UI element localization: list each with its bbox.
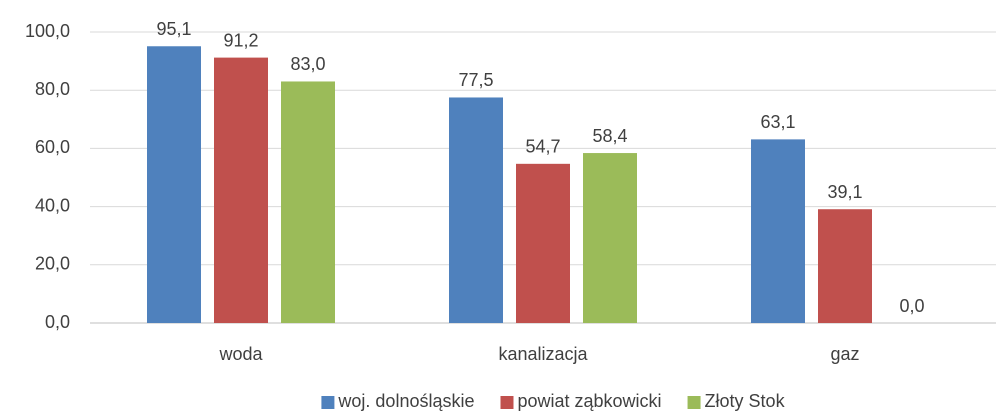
value-label: 39,1 bbox=[827, 182, 862, 202]
value-label: 83,0 bbox=[290, 54, 325, 74]
bar bbox=[449, 97, 503, 323]
bar bbox=[147, 46, 201, 323]
bar bbox=[583, 153, 637, 323]
value-label: 63,1 bbox=[760, 112, 795, 132]
legend-swatch bbox=[687, 396, 701, 409]
bar bbox=[516, 163, 570, 323]
y-tick-label: 80,0 bbox=[35, 79, 70, 99]
y-tick-label: 60,0 bbox=[35, 137, 70, 157]
legend-swatch bbox=[321, 396, 335, 409]
value-label: 91,2 bbox=[223, 30, 258, 50]
y-tick-label: 0,0 bbox=[45, 312, 70, 332]
legend-label: powiat ząbkowicki bbox=[517, 391, 661, 411]
legend-swatch bbox=[500, 396, 514, 409]
y-tick-label: 40,0 bbox=[35, 195, 70, 215]
value-label: 95,1 bbox=[156, 19, 191, 39]
y-tick-label: 100,0 bbox=[25, 21, 70, 41]
x-tick-label: woda bbox=[218, 344, 263, 364]
value-label: 0,0 bbox=[899, 296, 924, 316]
x-tick-label: gaz bbox=[830, 344, 859, 364]
bar bbox=[281, 81, 335, 323]
y-tick-label: 20,0 bbox=[35, 254, 70, 274]
legend-label: Złoty Stok bbox=[705, 391, 786, 411]
bar bbox=[751, 139, 805, 323]
value-label: 77,5 bbox=[458, 70, 493, 90]
bar bbox=[818, 209, 872, 323]
x-tick-label: kanalizacja bbox=[498, 344, 588, 364]
value-label: 54,7 bbox=[525, 137, 560, 157]
legend-label: woj. dolnośląskie bbox=[337, 391, 474, 411]
bar bbox=[214, 57, 268, 323]
value-label: 58,4 bbox=[592, 126, 627, 146]
